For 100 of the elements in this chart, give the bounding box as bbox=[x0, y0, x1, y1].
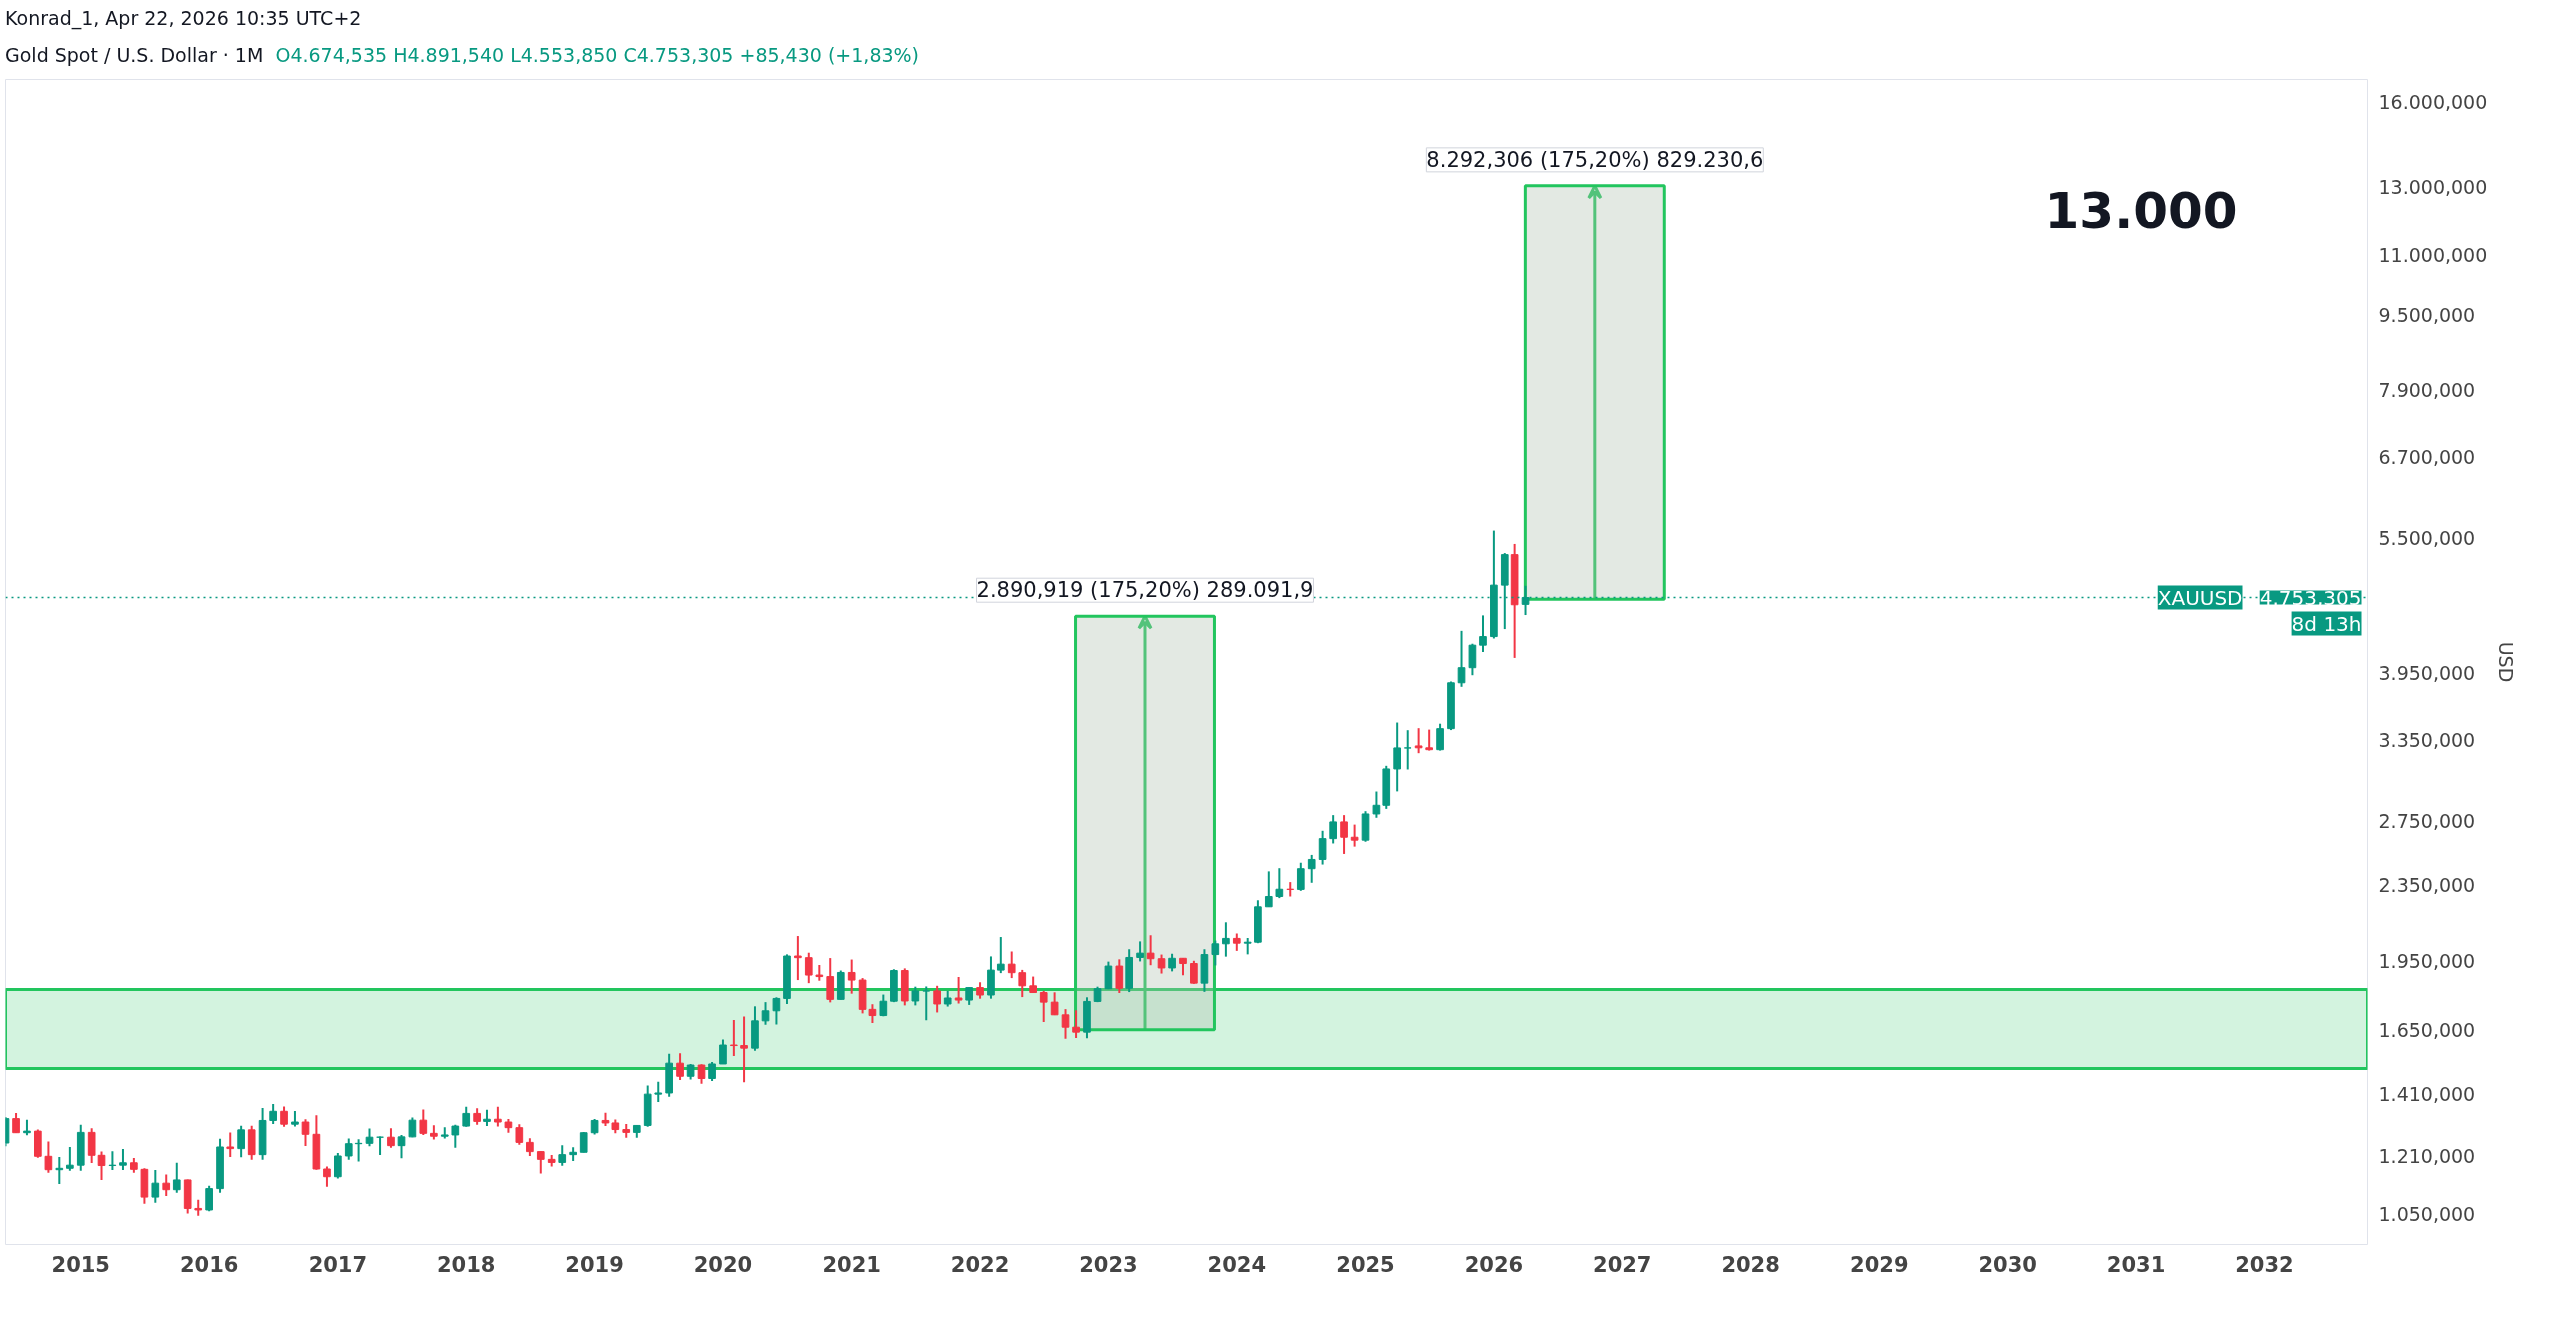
chart-subtitle: O4.674,535 H4.891,540 L4.553,850 C4.753,305 +85,430 (+1,83%) bbox=[275, 44, 920, 67]
candlestick bbox=[911, 985, 920, 1007]
candlestick bbox=[323, 1165, 331, 1189]
candlestick bbox=[301, 1118, 310, 1148]
candlestick bbox=[1393, 721, 1402, 793]
candlestick bbox=[740, 1015, 748, 1084]
candlestick bbox=[172, 1162, 181, 1194]
candlestick bbox=[536, 1150, 545, 1175]
candlestick bbox=[1222, 921, 1230, 958]
chart-title: Gold Spot / U.S. Dollar · 1M bbox=[5, 44, 264, 67]
x-tick-label: 2023 bbox=[1079, 1252, 1138, 1277]
y-tick-label: 7.900,000 bbox=[2378, 379, 2476, 402]
candlestick bbox=[1157, 953, 1166, 975]
y-tick-label: 1.650,000 bbox=[2378, 1018, 2476, 1041]
candlestick bbox=[226, 1131, 235, 1159]
candlestick bbox=[1018, 969, 1027, 999]
candlestick bbox=[1414, 727, 1423, 755]
x-tick-label: 2019 bbox=[565, 1252, 624, 1277]
candlestick bbox=[761, 1001, 770, 1027]
candlestick bbox=[1286, 881, 1295, 898]
candlestick bbox=[1436, 722, 1444, 752]
y-tick-label: 1.050,000 bbox=[2378, 1203, 2476, 1226]
candlestick bbox=[151, 1169, 160, 1205]
candlestick bbox=[462, 1106, 471, 1128]
x-tick-label: 2025 bbox=[1336, 1252, 1395, 1277]
candlestick bbox=[1275, 867, 1284, 900]
candlestick bbox=[654, 1081, 663, 1104]
y-tick-label: 3.350,000 bbox=[2378, 729, 2476, 752]
x-tick-label: 2028 bbox=[1721, 1252, 1780, 1277]
candlestick bbox=[515, 1123, 524, 1146]
x-tick-label: 2016 bbox=[179, 1252, 239, 1277]
candlestick bbox=[708, 1061, 716, 1083]
y-tick-label: 6.700,000 bbox=[2378, 446, 2476, 469]
annotation: 8.292,306 (175,20%) 829.230,6 bbox=[1426, 148, 1764, 173]
candlestick bbox=[719, 1038, 727, 1066]
y-tick-label: 13.000,000 bbox=[2378, 175, 2488, 198]
candlestick bbox=[280, 1105, 288, 1128]
candlestick bbox=[205, 1184, 213, 1213]
x-tick-label: 2027 bbox=[1593, 1252, 1652, 1277]
candlestick bbox=[119, 1148, 127, 1172]
candlestick bbox=[451, 1124, 460, 1149]
candlestick bbox=[1039, 990, 1048, 1024]
candlestick bbox=[408, 1116, 417, 1139]
candlestick bbox=[772, 996, 781, 1026]
y-tick-label: 3.950,000 bbox=[2378, 662, 2476, 685]
candlestick bbox=[87, 1127, 96, 1165]
ref-line-label: XAUUSD bbox=[2157, 585, 2243, 610]
x-tick-label: 2026 bbox=[1464, 1252, 1524, 1277]
candlestick bbox=[97, 1150, 106, 1182]
annotation: 8d 13h bbox=[2291, 611, 2362, 636]
y-tick-label: 1.410,000 bbox=[2378, 1083, 2476, 1106]
candlestick bbox=[1457, 630, 1466, 689]
candlestick bbox=[1115, 958, 1124, 995]
annotation: 2.890,919 (175,20%) 289.091,9 bbox=[976, 578, 1314, 603]
x-tick-label: 2018 bbox=[437, 1252, 496, 1277]
candlestick bbox=[66, 1146, 74, 1173]
candlestick bbox=[55, 1156, 64, 1186]
x-tick-label: 2032 bbox=[2235, 1252, 2294, 1277]
x-tick-label: 2021 bbox=[822, 1252, 881, 1277]
candlestick bbox=[334, 1152, 342, 1180]
candlestick bbox=[1403, 729, 1412, 771]
candlestick bbox=[954, 976, 963, 1005]
candlestick bbox=[419, 1108, 428, 1137]
candlestick bbox=[269, 1103, 277, 1126]
candlestick bbox=[1072, 1009, 1080, 1040]
candlestick bbox=[1479, 614, 1487, 654]
candlestick bbox=[237, 1125, 245, 1159]
candlestick bbox=[1372, 790, 1381, 820]
candlestick bbox=[1318, 830, 1327, 866]
y-tick-label: 2.350,000 bbox=[2378, 874, 2476, 897]
y-tick-label: 16.000,000 bbox=[2378, 91, 2488, 114]
candlestick bbox=[1425, 728, 1434, 752]
annotation: 4.753,305 bbox=[2259, 585, 2362, 610]
candlestick bbox=[387, 1127, 395, 1149]
candlestick bbox=[1146, 934, 1155, 967]
candlestick bbox=[804, 952, 813, 985]
y-tick-label: 2.750,000 bbox=[2378, 810, 2476, 833]
candlestick bbox=[1104, 960, 1113, 991]
candlestick bbox=[579, 1131, 588, 1154]
candlestick bbox=[344, 1137, 353, 1161]
y-tick-label: 9.500,000 bbox=[2378, 304, 2476, 327]
candlestick bbox=[1468, 643, 1477, 677]
y-tick-label: 11.000,000 bbox=[2378, 244, 2488, 267]
candlestick bbox=[1061, 1008, 1070, 1040]
candlestick bbox=[996, 936, 1005, 975]
candlestick bbox=[847, 958, 856, 995]
x-tick-label: 2029 bbox=[1850, 1252, 1909, 1277]
candlestick bbox=[44, 1140, 53, 1175]
y-tick-label: 1.950,000 bbox=[2378, 950, 2476, 973]
candlestick bbox=[1296, 862, 1305, 893]
candlestick bbox=[1211, 939, 1220, 967]
x-tick-label: 2022 bbox=[950, 1252, 1010, 1277]
x-tick-label: 2017 bbox=[308, 1252, 368, 1277]
y-axis-title: USD bbox=[2495, 641, 2518, 683]
x-tick-label: 2030 bbox=[1978, 1252, 2037, 1277]
candlestick bbox=[1307, 854, 1316, 885]
candlestick bbox=[1340, 814, 1348, 856]
x-tick-label: 2020 bbox=[693, 1252, 753, 1277]
candlestick bbox=[697, 1063, 706, 1086]
candlestick bbox=[933, 985, 941, 1014]
